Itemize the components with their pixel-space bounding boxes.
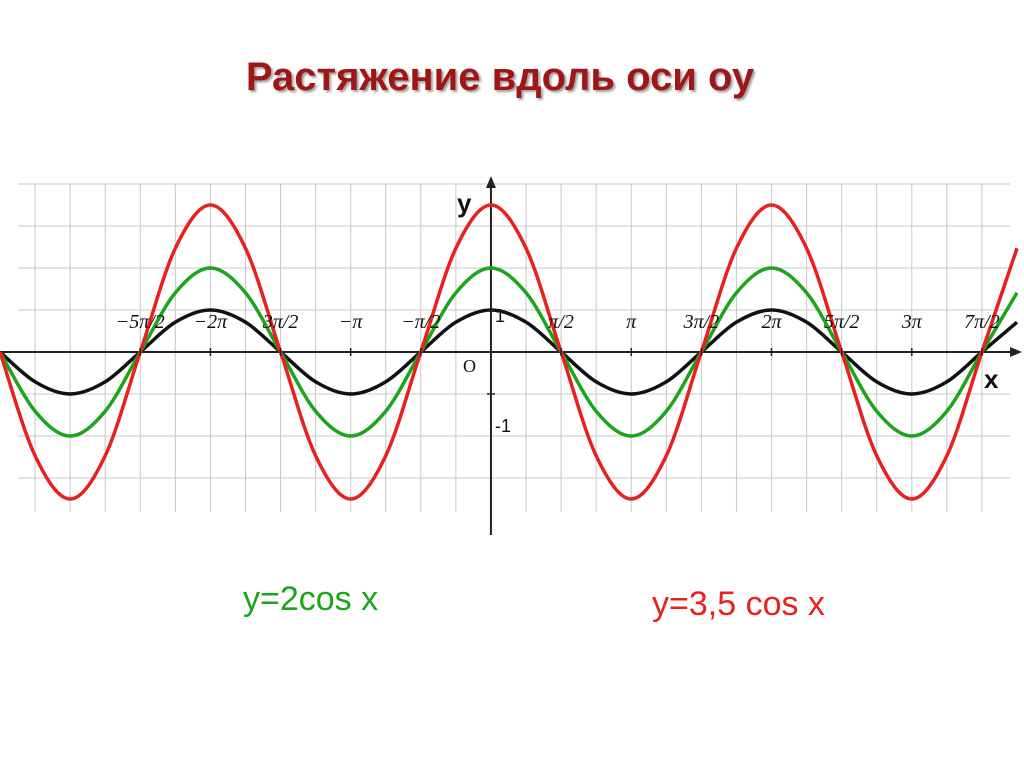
- chart-title: Растяжение вдоль оси оу: [246, 55, 755, 99]
- x-tick-label: π: [626, 311, 637, 333]
- x-tick-label: 2π: [761, 311, 782, 333]
- y-tick-label: -1: [495, 416, 511, 436]
- x-tick-label: 3π/2: [262, 311, 299, 333]
- curves: [0, 203, 1019, 501]
- x-tick-label: 3π/2: [683, 311, 720, 333]
- x-axis-label: x: [984, 364, 999, 394]
- labels: −5π/2 −2π 3π/2 −π −π/2 π/2 π 3π/2 2π 5π/2 3π 7π/2 1 -…: [116, 188, 1000, 623]
- origin-label: O: [463, 356, 476, 376]
- y-arrow: [485, 176, 496, 188]
- x-tick-label: 3π: [901, 311, 923, 333]
- y-axis-label: y: [457, 188, 472, 218]
- series-label: y=2cos x: [243, 580, 378, 618]
- axes: [0, 176, 1022, 535]
- grid: [18, 183, 1010, 512]
- x-tick-label: −5π/2: [116, 311, 165, 333]
- y-tick-label: 1: [495, 306, 505, 326]
- x-tick-label: π/2: [548, 311, 574, 333]
- x-tick-label: −π/2: [401, 311, 440, 333]
- x-tick-label: 5π/2: [824, 311, 860, 333]
- x-tick-label: 7π/2: [964, 311, 1000, 333]
- x-tick-label: −π: [339, 311, 363, 333]
- x-arrow: [1010, 346, 1022, 357]
- curve: [0, 203, 1019, 501]
- curve: [0, 266, 1019, 438]
- series-label: y=3,5 cos x: [652, 585, 825, 623]
- x-tick-label: −2π: [194, 311, 228, 333]
